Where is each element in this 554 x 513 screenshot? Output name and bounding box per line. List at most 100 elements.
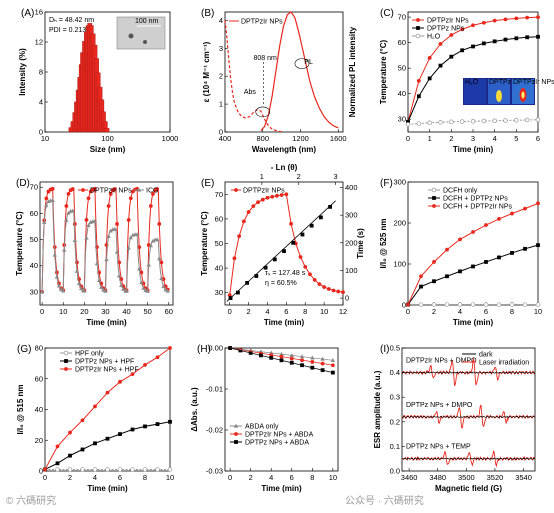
legend-label: DPTPzIr NPs bbox=[427, 18, 469, 25]
legend-marker bbox=[416, 18, 420, 22]
data-point bbox=[449, 54, 454, 59]
data-point bbox=[228, 296, 233, 300]
data-point bbox=[303, 264, 308, 269]
x-tick-label: 0 bbox=[406, 307, 410, 316]
trace-label: DPTPz NPs + DMPO bbox=[406, 402, 473, 409]
data-point bbox=[514, 16, 519, 21]
y-tick-label: 40 bbox=[35, 405, 43, 414]
data-point bbox=[289, 221, 293, 226]
data-point bbox=[115, 222, 119, 226]
plot-frame bbox=[224, 11, 344, 133]
x-tick-label: 4 bbox=[265, 307, 269, 316]
abs-circle bbox=[255, 106, 271, 118]
data-point bbox=[114, 249, 120, 254]
y-tick-label: 50 bbox=[30, 235, 38, 244]
panel-A: 10 100 1000 0 4 8 12 16 Size (nm) Intensity (%) (A… bbox=[18, 8, 178, 155]
y2-tick-label: 0 bbox=[345, 294, 349, 303]
series-line bbox=[407, 202, 539, 305]
legend-label: DCFH + DPTPzIr NPs bbox=[443, 204, 513, 211]
legend-marker bbox=[63, 350, 69, 356]
x-tick-label: 2 bbox=[249, 473, 253, 482]
data-point bbox=[146, 262, 151, 267]
fit-line bbox=[226, 200, 336, 302]
x-tick-label: 8 bbox=[143, 473, 147, 482]
data-point bbox=[284, 192, 289, 197]
data-point bbox=[72, 222, 77, 226]
data-point bbox=[510, 211, 514, 216]
data-point bbox=[228, 346, 233, 350]
x-tick-label: 12 bbox=[339, 307, 347, 316]
series-abs bbox=[224, 20, 284, 133]
data-point bbox=[121, 287, 126, 291]
y-tick-label: 4 bbox=[39, 98, 43, 107]
data-point bbox=[50, 186, 55, 191]
trace-label: DPTPzIr NPs + DMPO bbox=[406, 358, 477, 365]
thermal-label: DPTPz NPs bbox=[489, 79, 527, 86]
thermal-label: H₂O bbox=[465, 79, 479, 86]
y-tick-label: 0.0 bbox=[390, 467, 400, 476]
data-point bbox=[128, 196, 133, 201]
panel-H: 0 2 4 6 8 10 0.00 -0.01 -0.02 -0.03 Time (min) ΔAbs… bbox=[190, 344, 339, 493]
data-point bbox=[64, 217, 69, 222]
y-tick-label: 100 bbox=[393, 260, 406, 269]
data-point bbox=[438, 63, 443, 68]
data-point bbox=[106, 234, 111, 238]
panel-D: 0 10 20 30 40 50 60 30 40 50 60 70 Time (min) Tempera… bbox=[15, 178, 174, 327]
data-point bbox=[66, 192, 71, 196]
watermark-left: © 六碼研究 bbox=[6, 496, 57, 507]
y-tick-label: 30 bbox=[398, 115, 406, 124]
data-point bbox=[168, 346, 172, 350]
data-point bbox=[56, 283, 62, 288]
data-point bbox=[44, 196, 49, 201]
x-tick-label: 3 bbox=[471, 134, 475, 143]
legend-label: DCFH only bbox=[443, 188, 478, 195]
fit-line bbox=[230, 347, 333, 361]
data-point bbox=[52, 252, 57, 257]
data-point bbox=[497, 217, 501, 221]
data-point bbox=[497, 255, 501, 260]
data-point bbox=[419, 274, 423, 279]
tem-scale-label: 100 nm bbox=[135, 18, 159, 25]
x-tick-label: 6 bbox=[290, 473, 294, 482]
data-point bbox=[93, 404, 97, 409]
y-tick-label: 0.4 bbox=[390, 368, 400, 377]
x-tick-label: 0 bbox=[228, 307, 232, 316]
data-point bbox=[432, 279, 436, 284]
x-tick-label: 1600 bbox=[330, 134, 347, 143]
y-tick-label: 1 bbox=[219, 100, 223, 109]
data-point bbox=[405, 122, 411, 127]
data-point bbox=[492, 18, 497, 23]
x-tick-label: 3480 bbox=[429, 473, 446, 482]
data-point bbox=[260, 197, 265, 202]
x-tick-label: 2 bbox=[449, 134, 453, 143]
tem-particle bbox=[143, 40, 147, 44]
legend-label: ICG bbox=[146, 188, 158, 195]
data-point bbox=[312, 278, 317, 282]
data-point bbox=[145, 289, 150, 293]
panel-G: 0 2 4 6 8 10 0 20 40 60 80 Time (min) I/I₀ @ 515 nm (… bbox=[16, 344, 174, 494]
data-point bbox=[108, 192, 113, 196]
x-tick-label: 6 bbox=[118, 473, 122, 482]
panel-letter: (G) bbox=[17, 344, 31, 355]
x-tick-label: 6 bbox=[284, 307, 288, 316]
data-point bbox=[432, 260, 436, 264]
legend-label: DPTPzIr NPs bbox=[90, 188, 132, 195]
data-point bbox=[331, 288, 336, 293]
data-point bbox=[523, 246, 527, 251]
thermal-label: DPTPzIr NPs bbox=[513, 79, 554, 86]
x-tick-label: 10 bbox=[59, 307, 67, 316]
data-point bbox=[94, 261, 100, 266]
data-point bbox=[445, 274, 449, 279]
y-tick-label: 70 bbox=[30, 183, 38, 192]
legend-label: ABDA only bbox=[245, 424, 279, 431]
legend-label: DPTPzIr NPs bbox=[243, 188, 285, 195]
data-point bbox=[503, 17, 508, 22]
legend-marker bbox=[234, 188, 238, 192]
y-tick-label: 3 bbox=[219, 44, 223, 53]
data-point bbox=[265, 195, 270, 200]
x-tick-label: 4 bbox=[493, 134, 497, 143]
y-tick-label: 0 bbox=[39, 467, 43, 476]
x-tick-label: 20 bbox=[80, 307, 88, 316]
data-point bbox=[523, 206, 527, 211]
